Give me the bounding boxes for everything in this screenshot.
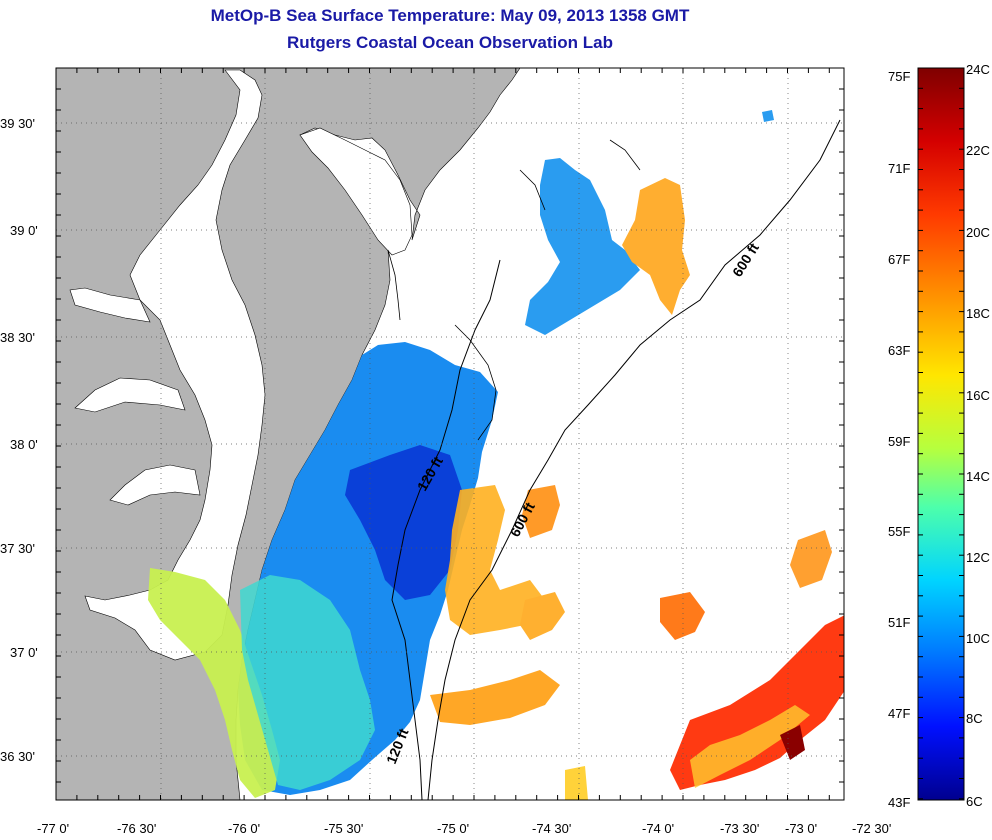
nearshore-warm-strip xyxy=(148,568,280,798)
latitude-labels: 39 30' 39 0' 38 30' 38 0' 37 30' 37 0' 3… xyxy=(0,116,38,764)
small-blue-patch-ne xyxy=(762,110,774,122)
cb-c-label: 20C xyxy=(966,225,990,240)
cb-c-label: 24C xyxy=(966,62,990,77)
cb-c-label: 22C xyxy=(966,143,990,158)
sst-overlay xyxy=(148,110,844,800)
contour-120ft xyxy=(391,259,501,800)
york-james-river xyxy=(109,464,201,506)
cb-c-label: 10C xyxy=(966,631,990,646)
cb-c-label: 18C xyxy=(966,306,990,321)
longitude-labels: -77 0' -76 30' -76 0' -75 30' -75 0' -74… xyxy=(37,821,891,836)
cb-c-label: 16C xyxy=(966,388,990,403)
small-yellow-patch-south xyxy=(565,766,588,800)
map-content: 600 ft 120 ft 600 ft 120 ft xyxy=(56,68,844,800)
colorbar-fahrenheit-labels: 75F 71F 67F 63F 59F 55F 51F 47F 43F xyxy=(888,69,910,810)
chesapeake-bay xyxy=(84,69,266,661)
lat-label: 37 0' xyxy=(10,645,38,660)
cb-f-label: 63F xyxy=(888,343,910,358)
northern-warm-patch xyxy=(622,178,690,315)
barrier-islands xyxy=(387,139,641,441)
colorbar-ticks xyxy=(918,67,964,800)
northern-blue-patch xyxy=(525,158,640,335)
lon-label: -76 30' xyxy=(117,821,156,836)
delaware-bay xyxy=(299,127,413,256)
lon-label: -75 0' xyxy=(437,821,469,836)
cb-c-label: 14C xyxy=(966,469,990,484)
frame-ticks xyxy=(55,67,844,800)
lat-label: 39 30' xyxy=(0,116,35,131)
lon-label: -72 30' xyxy=(852,821,891,836)
lon-label: -74 0' xyxy=(642,821,674,836)
potomac-river xyxy=(69,287,151,323)
warm-patch-mid xyxy=(520,592,565,640)
cb-f-label: 43F xyxy=(888,795,910,810)
cb-c-label: 8C xyxy=(966,711,983,726)
colorbar xyxy=(917,67,965,801)
orange-patch-far-east xyxy=(790,530,832,588)
gulf-stream-edge xyxy=(690,705,810,788)
cb-f-label: 75F xyxy=(888,69,910,84)
lon-label: -76 0' xyxy=(228,821,260,836)
warm-patch-center xyxy=(522,485,560,538)
gulf-stream-hot-spot xyxy=(780,725,805,760)
deep-blue-core xyxy=(345,445,462,600)
map-title: MetOp-B Sea Surface Temperature: May 09,… xyxy=(210,6,690,25)
cb-f-label: 67F xyxy=(888,252,910,267)
warm-band-shelf-break xyxy=(445,485,545,635)
graticule xyxy=(56,68,844,800)
rappahannock-river xyxy=(74,377,186,413)
map-subtitle: Rutgers Coastal Ocean Observation Lab xyxy=(287,33,613,52)
cb-f-label: 47F xyxy=(888,706,910,721)
lon-label: -77 0' xyxy=(37,821,69,836)
cb-c-label: 12C xyxy=(966,550,990,565)
lat-label: 38 30' xyxy=(0,330,35,345)
lon-label: -75 30' xyxy=(324,821,363,836)
orange-patch-east xyxy=(660,592,705,640)
colorbar-celsius-labels: 24C 22C 20C 18C 16C 14C 12C 10C 8C 6C xyxy=(966,62,990,809)
lat-label: 39 0' xyxy=(10,223,38,238)
lon-label: -73 0' xyxy=(785,821,817,836)
contour-600ft xyxy=(427,119,841,800)
cb-f-label: 51F xyxy=(888,615,910,630)
lat-label: 36 30' xyxy=(0,749,35,764)
lon-label: -73 30' xyxy=(720,821,759,836)
cb-c-label: 6C xyxy=(966,794,983,809)
cb-f-label: 59F xyxy=(888,434,910,449)
lat-label: 37 30' xyxy=(0,541,35,556)
warm-filament-south xyxy=(430,670,560,725)
lon-label: -74 30' xyxy=(532,821,571,836)
cyan-transition-zone xyxy=(240,575,375,790)
map-frame xyxy=(55,67,845,801)
cb-f-label: 71F xyxy=(888,161,910,176)
lat-label: 38 0' xyxy=(10,437,38,452)
cb-f-label: 55F xyxy=(888,524,910,539)
